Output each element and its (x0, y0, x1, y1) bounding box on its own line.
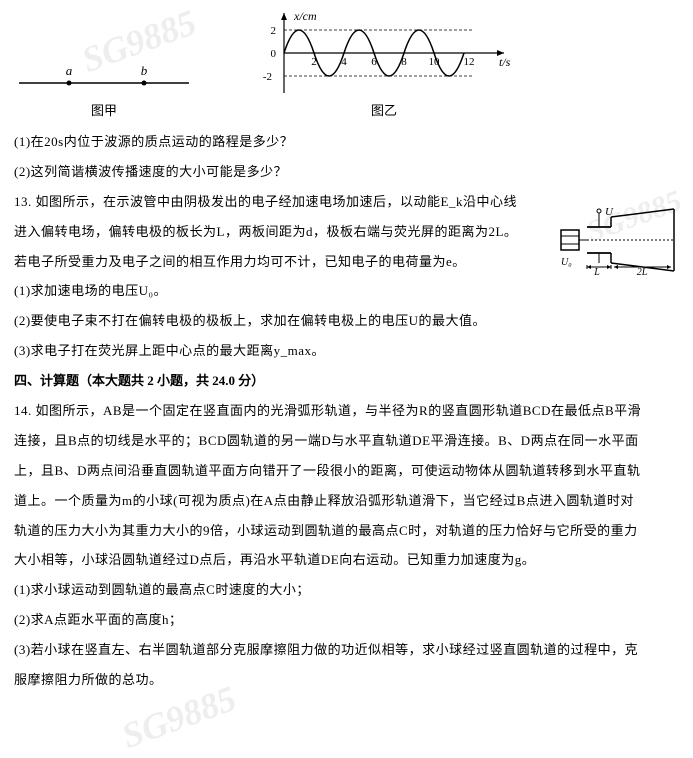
figure-b: x/cm t/s 2 0 -2 2 4 6 8 10 12 图乙 (254, 8, 514, 119)
fig-b-xtick-2: 6 (371, 56, 377, 68)
q-line: (3)求电子打在荧光屏上距中心点的最大距离y_max。 (14, 336, 679, 366)
q-line: (1)在20s内位于波源的质点运动的路程是多少？ (14, 127, 679, 157)
fig-b-ylabel: x/cm (293, 9, 317, 23)
fig-a-label-b: b (141, 63, 148, 78)
crt-figure: U L 2L U₀ (559, 205, 679, 275)
fig-b-xtick-4: 10 (429, 56, 441, 68)
q-line: (2)求A点距水平面的高度h； (14, 605, 679, 635)
fig-b-ytick-2: -2 (263, 71, 272, 83)
q-line: 14. 如图所示，AB是一个固定在竖直面内的光滑弧形轨道，与半径为R的竖直圆形轨… (14, 396, 679, 426)
q-line: 服摩擦阻力所做的总功。 (14, 665, 679, 695)
crt-u0: U₀ (561, 257, 572, 268)
fig-a-caption: 图甲 (14, 100, 194, 119)
fig-b-xlabel: t/s (499, 55, 511, 69)
fig-b-caption: 图乙 (254, 100, 514, 119)
fig-b-ytick-1: 0 (271, 48, 277, 60)
q-line: (1)求加速电场的电压U₀。 (14, 276, 679, 306)
q-line: 道上。一个质量为m的小球(可视为质点)在A点由静止释放沿弧形轨道滑下，当它经过B… (14, 486, 679, 516)
q-line: 上，且B、D两点间沿垂直圆轨道平面方向错开了一段很小的距离，可使运动物体从圆轨道… (14, 456, 679, 486)
q-line: (1)求小球运动到圆轨道的最高点C时速度的大小； (14, 575, 679, 605)
q-line: 大小相等，小球沿圆轨道经过D点后，再沿水平轨道DE向右运动。已知重力加速度为g。 (14, 545, 679, 575)
figure-a: a b 图甲 (14, 48, 194, 119)
fig-a-label-a: a (66, 63, 73, 78)
fig-b-xtick-3: 8 (401, 56, 407, 68)
q-line: (2)要使电子束不打在偏转电极的极板上，求加在偏转电极上的电压U的最大值。 (14, 306, 679, 336)
section-title: 四、计算题（本大题共 2 小题，共 24.0 分） (14, 366, 679, 396)
fig-a-svg: a b (14, 48, 194, 98)
figures-row: a b 图甲 x/cm t/s 2 0 (14, 8, 679, 119)
q-line: (2)这列简谐横波传播速度的大小可能是多少？ (14, 157, 679, 187)
fig-b-svg: x/cm t/s 2 0 -2 2 4 6 8 10 12 (254, 8, 514, 98)
fig-b-ytick-0: 2 (271, 25, 277, 37)
q-line: 连接，且B点的切线是水平的；BCD圆轨道的另一端D与水平直轨道DE平滑连接。B、… (14, 426, 679, 456)
fig-b-xtick-1: 4 (341, 56, 347, 68)
crt-2l: 2L (637, 267, 648, 275)
fig-b-xtick-5: 12 (464, 56, 475, 68)
fig-b-xtick-0: 2 (311, 56, 317, 68)
crt-l: L (593, 267, 600, 275)
q-line: 轨道的压力大小为其重力大小的9倍，小球运动到圆轨道的最高点C时，对轨道的压力恰好… (14, 516, 679, 546)
q-line: (3)若小球在竖直左、右半圆轨道部分克服摩擦阻力做的功近似相等，求小球经过竖直圆… (14, 635, 679, 665)
